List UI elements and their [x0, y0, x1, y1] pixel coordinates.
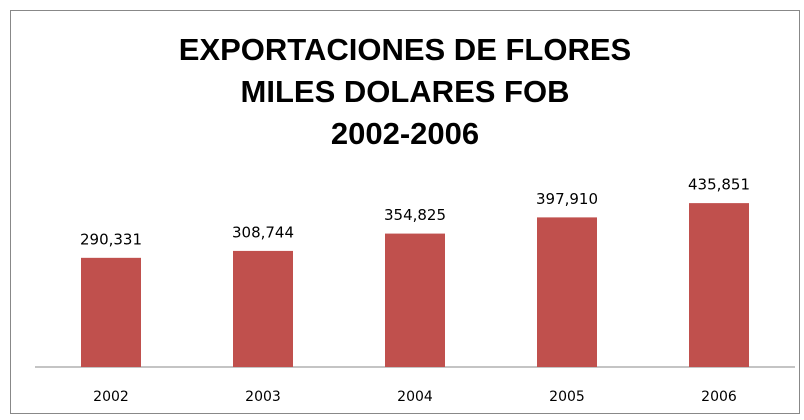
bar — [233, 250, 293, 367]
bar — [689, 203, 749, 367]
bar — [385, 233, 445, 367]
data-label: 397,910 — [536, 190, 598, 208]
chart-title: 2002-2006 — [331, 116, 479, 151]
chart-title: MILES DOLARES FOB — [241, 74, 570, 109]
data-label: 290,331 — [80, 230, 142, 248]
data-label: 308,744 — [232, 223, 294, 241]
data-label: 435,851 — [688, 176, 750, 194]
bar — [537, 217, 597, 367]
x-tick-label: 2006 — [701, 389, 737, 405]
x-tick-label: 2005 — [549, 389, 585, 405]
x-tick-label: 2002 — [93, 389, 129, 405]
data-label: 354,825 — [384, 206, 446, 224]
x-tick-label: 2003 — [245, 389, 281, 405]
x-tick-label: 2004 — [397, 389, 433, 405]
bar — [81, 257, 141, 367]
chart-title: EXPORTACIONES DE FLORES — [179, 32, 631, 67]
